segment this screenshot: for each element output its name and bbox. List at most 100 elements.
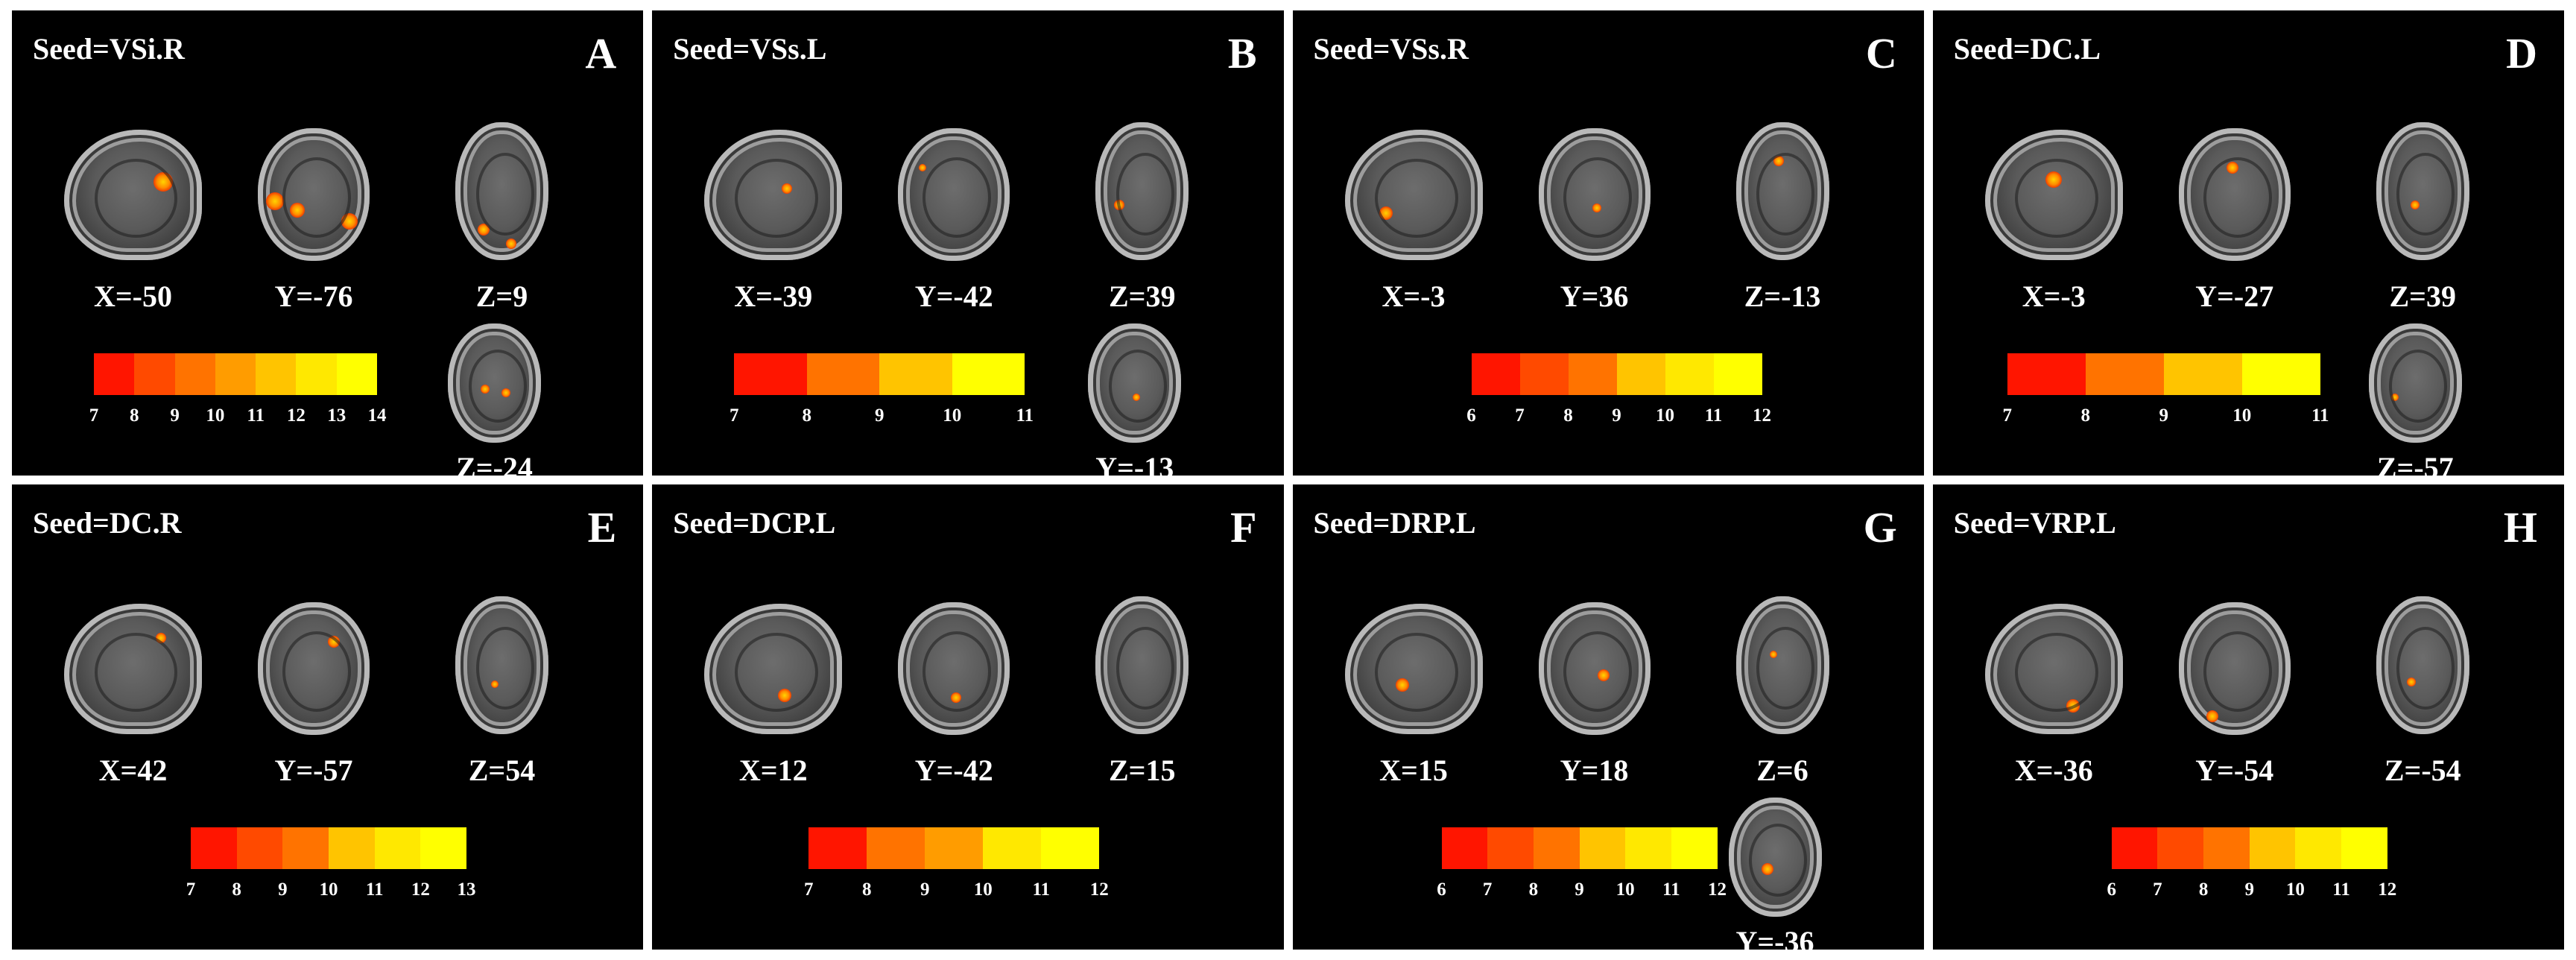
slice-coordinate-label: Z=39: [2389, 280, 2456, 313]
activation-cluster: [481, 385, 490, 394]
slice-coordinate-label: Y=-27: [2195, 280, 2274, 313]
colorbar: [1441, 827, 1718, 869]
figure-panel: Seed=VSi.R A X=-50 Y=-76 Z=9 Z=-24 7 8 9 10 11 12 13…: [10, 9, 645, 477]
colorbar-tick-label: 8: [232, 880, 241, 900]
colorbar-tick-label: 11: [1016, 405, 1034, 426]
brain-slice-image: [898, 128, 1010, 261]
colorbar-segment: [2007, 353, 2086, 395]
colorbar: [808, 827, 1100, 869]
colorbar-tick-label: 9: [170, 405, 180, 426]
colorbar-segment: [94, 353, 135, 395]
colorbar-tick-label: 9: [278, 880, 288, 900]
seed-label: Seed=DC.R: [33, 506, 182, 540]
colorbar-tick-label: 12: [1753, 405, 1771, 426]
colorbar-segment: [2341, 827, 2387, 869]
slice-coordinate-label: Z=9: [475, 280, 528, 313]
colorbar-segment: [2085, 353, 2164, 395]
brain-slice-image: [455, 122, 548, 260]
slice-coordinate-label: Z=6: [1756, 754, 1808, 787]
brain-slice-image: [1538, 602, 1651, 735]
panel-letter: B: [1227, 29, 1257, 78]
colorbar-segment: [256, 353, 297, 395]
slice-coordinate-label: Z=39: [1109, 280, 1176, 313]
colorbar-segment: [879, 353, 952, 395]
colorbar-segment: [134, 353, 175, 395]
slice-coordinate-label: Y=-54: [2195, 754, 2274, 787]
slice-coordinate-label: X=-3: [1382, 280, 1446, 313]
colorbar-tick-label: 9: [1612, 405, 1621, 426]
colorbar-segment: [867, 827, 925, 869]
figure-grid: Seed=VSi.R A X=-50 Y=-76 Z=9 Z=-24 7 8 9 10 11 12 13…: [10, 9, 2566, 951]
activation-cluster: [951, 692, 962, 704]
slice-coordinate-label: X=15: [1379, 754, 1448, 787]
colorbar-tick-label: 12: [1708, 880, 1727, 900]
colorbar-tick-label: 9: [1575, 880, 1584, 900]
colorbar-tick-label: 7: [89, 405, 99, 426]
brain-slice-image: [2178, 128, 2291, 261]
colorbar: [191, 827, 467, 869]
panel-letter: F: [1230, 503, 1257, 552]
colorbar-tick-label: 12: [2378, 880, 2397, 900]
activation-cluster: [289, 203, 305, 218]
colorbar-segment: [2111, 827, 2158, 869]
colorbar-tick-label: 6: [1437, 880, 1446, 900]
colorbar-tick-label: 10: [943, 405, 962, 426]
slice-coordinate-label: Z=-24: [456, 451, 533, 477]
activation-cluster: [155, 632, 166, 643]
activation-cluster: [1113, 200, 1124, 210]
colorbar-segment: [952, 353, 1025, 395]
seed-label: Seed=DCP.L: [673, 506, 836, 540]
activation-cluster: [154, 172, 174, 192]
activation-cluster: [1769, 650, 1777, 658]
colorbar-tick-label: 9: [875, 405, 884, 426]
colorbar-tick-label: 11: [1032, 880, 1051, 900]
brain-slice-image: [2376, 596, 2469, 734]
slice-coordinate-label: Y=-42: [914, 280, 993, 313]
activation-cluster: [1773, 155, 1784, 166]
colorbar-segment: [1671, 827, 1718, 869]
colorbar-tick-label: 7: [2153, 880, 2162, 900]
colorbar: [734, 353, 1025, 395]
activation-cluster: [1592, 203, 1601, 212]
colorbar-segment: [1041, 827, 1100, 869]
slice-coordinate-label: X=42: [98, 754, 168, 787]
activation-cluster: [341, 212, 358, 230]
brain-slice-image: [1095, 122, 1189, 260]
panel-letter: D: [2506, 29, 2537, 78]
brain-slice-image: [1344, 130, 1483, 260]
colorbar-tick-label: 10: [2232, 405, 2252, 426]
colorbar-tick-label: 11: [2332, 880, 2350, 900]
colorbar-tick-label: 8: [1563, 405, 1573, 426]
colorbar-tick-label: 7: [186, 880, 196, 900]
colorbar-tick-label: 8: [2198, 880, 2209, 900]
slice-coordinate-label: Y=-57: [274, 754, 353, 787]
colorbar-tick-label: 11: [2311, 405, 2329, 426]
brain-slice-image: [258, 602, 370, 735]
colorbar-segment: [2241, 353, 2320, 395]
brain-slice-image: [448, 323, 541, 443]
activation-cluster: [1762, 863, 1773, 875]
figure-panel: Seed=DCP.L F X=12 Y=-42 Z=15 7 8 9 10 11 12: [651, 483, 1285, 951]
colorbar-tick-label: 12: [286, 405, 306, 426]
seed-label: Seed=VSs.L: [673, 32, 827, 66]
brain-slice-image: [1735, 122, 1829, 260]
activation-cluster: [506, 238, 516, 249]
colorbar-segment: [374, 827, 421, 869]
colorbar-segment: [329, 827, 375, 869]
colorbar-segment: [420, 827, 467, 869]
activation-cluster: [2411, 200, 2420, 209]
activation-cluster: [2407, 677, 2417, 686]
panel-letter: A: [585, 29, 617, 78]
seed-label: Seed=VSs.R: [1313, 32, 1469, 66]
slice-coordinate-label: X=-39: [734, 280, 813, 313]
slice-coordinate-label: Y=36: [1560, 280, 1629, 313]
colorbar-tick-label: 7: [2002, 405, 2013, 426]
slice-coordinate-label: Y=-76: [274, 280, 353, 313]
brain-slice-image: [2368, 323, 2462, 443]
colorbar-segment: [983, 827, 1042, 869]
activation-cluster: [1396, 678, 1410, 692]
seed-label: Seed=DRP.L: [1313, 506, 1476, 540]
activation-cluster: [265, 192, 284, 210]
colorbar-tick-label: 10: [2285, 880, 2305, 900]
activation-cluster: [777, 688, 791, 702]
